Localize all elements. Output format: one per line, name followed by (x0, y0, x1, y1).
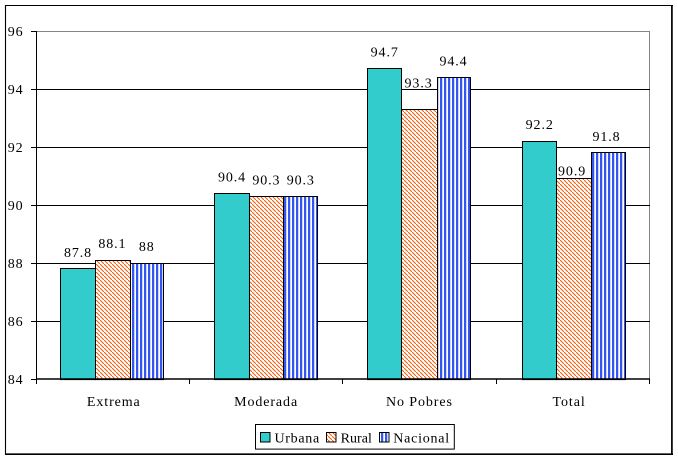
svg-text:92: 92 (8, 141, 24, 156)
svg-text:84: 84 (8, 373, 24, 388)
svg-text:94.7: 94.7 (371, 46, 399, 61)
svg-text:Extrema: Extrema (87, 395, 141, 410)
svg-text:94: 94 (8, 83, 24, 98)
svg-text:92.2: 92.2 (526, 118, 554, 133)
svg-text:90.9: 90.9 (558, 164, 586, 179)
svg-text:90.4: 90.4 (218, 170, 246, 185)
svg-text:86: 86 (8, 315, 24, 330)
svg-text:88.1: 88.1 (98, 237, 126, 252)
svg-text:90: 90 (8, 199, 24, 214)
svg-text:87.8: 87.8 (64, 246, 92, 261)
svg-text:Moderada: Moderada (234, 395, 298, 410)
svg-text:No Pobres: No Pobres (386, 395, 453, 410)
svg-text:93.3: 93.3 (405, 76, 433, 91)
svg-text:96: 96 (8, 25, 24, 40)
svg-text:Total: Total (553, 395, 586, 410)
svg-text:Urbana: Urbana (275, 431, 320, 446)
svg-text:88: 88 (139, 240, 155, 255)
svg-text:90.3: 90.3 (252, 173, 280, 188)
svg-text:Rural: Rural (341, 431, 372, 446)
svg-text:91.8: 91.8 (592, 130, 620, 145)
svg-text:90.3: 90.3 (287, 173, 315, 188)
svg-text:94.4: 94.4 (439, 54, 467, 69)
svg-text:88: 88 (8, 257, 24, 272)
svg-text:Nacional: Nacional (393, 431, 450, 446)
